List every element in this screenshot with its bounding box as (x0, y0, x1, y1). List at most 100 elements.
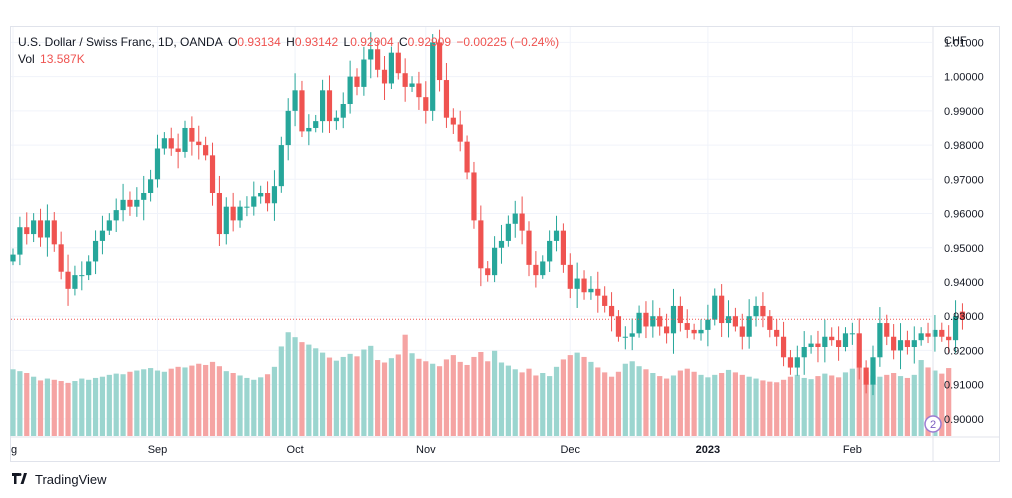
candle-body (815, 343, 821, 348)
candle-body (285, 110, 291, 146)
volume-bar (24, 373, 30, 436)
volume-bar (141, 369, 147, 436)
volume-bar (643, 369, 649, 436)
candle-body (106, 220, 112, 231)
volume-bar (560, 359, 566, 436)
volume-bar (615, 371, 622, 436)
volume-bar (794, 374, 800, 436)
scale-badge-circle (924, 415, 942, 433)
volume-bar (203, 364, 209, 436)
candle-body (492, 247, 498, 276)
volume-bar (588, 361, 594, 436)
volume-bar (471, 356, 477, 436)
volume-bar (402, 334, 408, 436)
volume-bar (457, 361, 463, 436)
volume-bar (44, 378, 50, 436)
candle-body (251, 196, 257, 207)
candle-body (918, 333, 924, 341)
footer: TradingView (12, 472, 107, 487)
candle-body (774, 329, 780, 337)
candle-body (691, 329, 697, 334)
volume-bar (320, 352, 326, 436)
high-label: H (286, 35, 295, 49)
tradingview-logo-icon (12, 472, 27, 484)
candle-body (10, 254, 16, 262)
volume-bar (547, 376, 553, 436)
candle-body (409, 83, 415, 87)
candle-body (127, 199, 133, 207)
volume-bar (664, 378, 670, 436)
candle-body (65, 271, 71, 289)
time-tick-label: Dec (560, 444, 580, 456)
volume-legend: Vol 13.587K (18, 52, 85, 66)
volume-bar (540, 373, 546, 436)
volume-bar (271, 366, 278, 436)
candle-body (51, 220, 57, 245)
volume-bar (354, 356, 360, 436)
volume-bar (65, 382, 71, 436)
volume-bar (849, 368, 855, 436)
candle-body (99, 230, 106, 241)
candle-body (72, 275, 78, 289)
volume-bar (691, 371, 697, 436)
candle-body (643, 312, 649, 327)
candle-body (86, 261, 92, 276)
volume-bar (925, 367, 931, 436)
candle-body (237, 206, 243, 221)
volume-bar (753, 378, 759, 436)
chart-frame (10, 26, 1000, 462)
volume-bar (285, 332, 291, 436)
volume-bar (258, 377, 264, 436)
volume-bar (72, 381, 78, 436)
time-tick-label: Sep (148, 444, 168, 456)
volume-bar (278, 346, 284, 436)
candle-body (381, 69, 388, 84)
candle-body (471, 172, 477, 221)
brand-name[interactable]: TradingView (35, 472, 107, 487)
price-tick-label: 0.96000 (944, 209, 984, 221)
volume-bar (746, 376, 752, 436)
volume-bar (918, 360, 924, 436)
candle-body (498, 240, 505, 248)
volume-bar (705, 377, 711, 436)
volume-bar (375, 360, 381, 436)
low-label: L (343, 35, 351, 49)
symbol-legend: U.S. Dollar / Swiss Franc, 1D, OANDA O0.… (18, 35, 559, 49)
close-value: 0.92909 (407, 35, 452, 49)
volume-bar (808, 379, 814, 436)
candle-body (884, 323, 890, 337)
candle-body (134, 199, 140, 207)
change-value: −0.00225 (−0.24%) (456, 35, 560, 49)
volume-bar (725, 369, 732, 436)
candle-body (464, 141, 470, 173)
candle-body (299, 90, 305, 132)
volume-bars (10, 332, 952, 436)
candle-body (588, 288, 594, 293)
volume-bar (870, 375, 876, 436)
candle-body (863, 367, 869, 385)
candle-body (230, 206, 236, 221)
close-label: C (398, 35, 408, 49)
volume-bar (939, 373, 945, 436)
candle-body (216, 192, 222, 235)
volume-bar (10, 369, 16, 436)
candle-body (952, 316, 959, 341)
open-label: O (228, 35, 238, 49)
candle-body (182, 127, 188, 152)
candle-body (79, 275, 85, 277)
candle-body (946, 336, 952, 341)
volume-bar (99, 376, 106, 436)
price-axis[interactable]: 1.01000 1.00000 0.99000 0.98000 0.97000 0.960… (944, 37, 984, 425)
volume-bar (629, 361, 635, 436)
volume-bar (299, 342, 305, 436)
time-axis[interactable]: g Sep Oct Nov Dec 2023 Feb (11, 444, 862, 456)
volume-bar (567, 355, 573, 436)
volume-bar (636, 366, 642, 436)
volume-bar (760, 380, 766, 436)
volume-bar (657, 376, 663, 436)
candle-body (443, 80, 450, 118)
scale-badge[interactable]: 2 (924, 415, 942, 433)
volume-bar (478, 352, 484, 436)
volume-bar (464, 364, 470, 436)
